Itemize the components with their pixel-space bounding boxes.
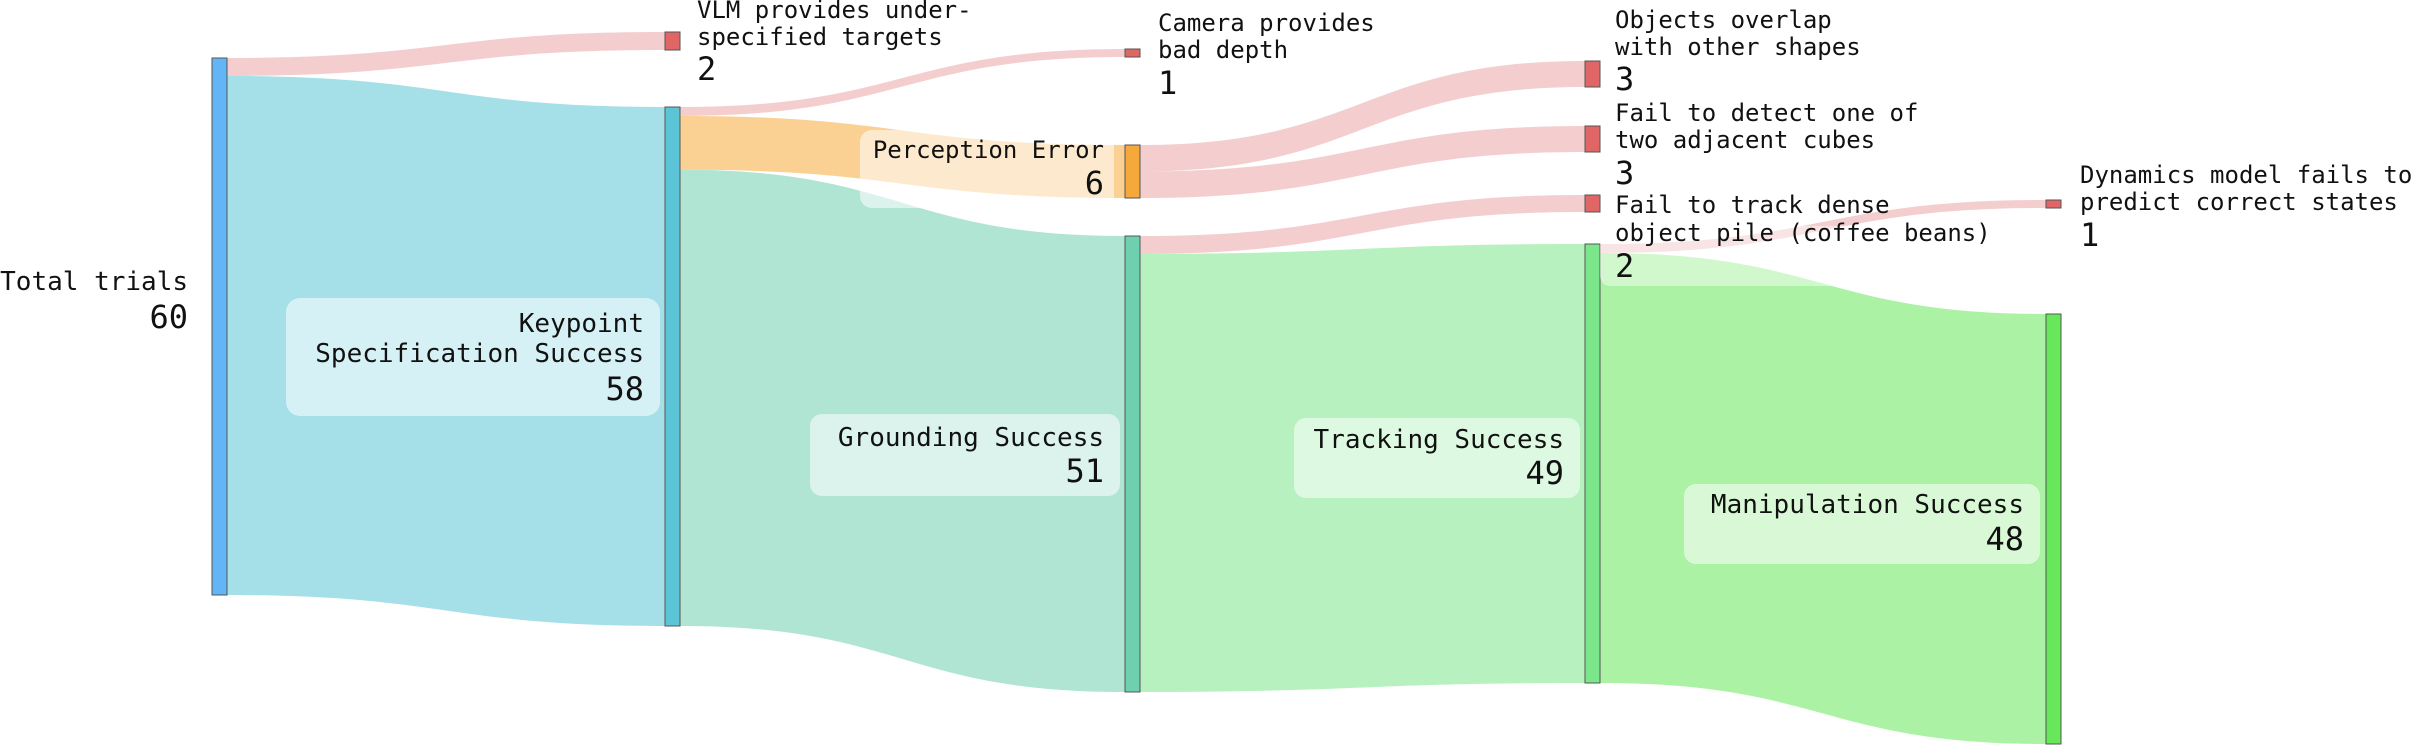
node-total bbox=[211, 57, 228, 596]
link-perception-to-adjacent bbox=[1140, 126, 1585, 198]
camera-label-line1: Camera provides bbox=[1158, 9, 1375, 37]
dense-label-line1: Fail to track dense bbox=[1615, 191, 1890, 219]
link-perception-to-overlap bbox=[1140, 61, 1585, 172]
overlap-label-line1: Objects overlap bbox=[1615, 6, 1832, 34]
node-dense bbox=[1584, 194, 1601, 213]
link-grounding-to-dense bbox=[1140, 195, 1585, 254]
node-keypoint bbox=[664, 106, 681, 627]
node-tracking bbox=[1584, 243, 1601, 684]
node-overlap bbox=[1584, 60, 1601, 88]
adjacent-value: 3 bbox=[1615, 154, 1634, 192]
tracking-label: Tracking Success bbox=[1314, 425, 1564, 455]
grounding-label-box bbox=[810, 414, 1120, 496]
overlap-label-line2: with other shapes bbox=[1615, 33, 1861, 61]
vlm-label-line1: VLM provides under- bbox=[697, 0, 972, 24]
sankey-nodes bbox=[211, 31, 2062, 745]
dynamics-label-line1: Dynamics model fails to bbox=[2080, 161, 2412, 189]
node-dynamics bbox=[2045, 199, 2062, 209]
link-total-to-vlm bbox=[227, 32, 665, 76]
manipulation-value: 48 bbox=[1985, 520, 2024, 558]
perception-value: 6 bbox=[1085, 164, 1104, 202]
dynamics-value: 1 bbox=[2080, 216, 2099, 254]
perception-label: Perception Error bbox=[873, 136, 1104, 164]
keypoint-label-line1: Keypoint bbox=[519, 309, 644, 339]
vlm-value: 2 bbox=[697, 50, 716, 88]
total-value: 60 bbox=[149, 298, 188, 336]
node-adjacent bbox=[1584, 125, 1601, 153]
overlap-value: 3 bbox=[1615, 60, 1634, 98]
node-perception bbox=[1124, 144, 1141, 199]
keypoint-label-line2: Specification Success bbox=[315, 339, 644, 369]
dense-value: 2 bbox=[1615, 247, 1634, 285]
node-manipulation bbox=[2045, 313, 2062, 745]
camera-label-line2: bad depth bbox=[1158, 36, 1288, 64]
link-tracking-to-dynamics bbox=[1600, 200, 2046, 253]
manipulation-label: Manipulation Success bbox=[1711, 490, 2024, 520]
tracking-value: 49 bbox=[1525, 454, 1564, 492]
tracking-label-box bbox=[1294, 418, 1580, 498]
dynamics-label-line2: predict correct states bbox=[2080, 188, 2398, 216]
manipulation-label-box bbox=[1684, 484, 2040, 564]
vlm-label-line2: specified targets bbox=[697, 23, 943, 51]
node-grounding bbox=[1124, 235, 1141, 693]
adjacent-label-line1: Fail to detect one of bbox=[1615, 99, 1918, 127]
link-keypoint-to-camera bbox=[680, 49, 1125, 116]
node-camera bbox=[1124, 48, 1141, 58]
total-label: Total trials bbox=[0, 267, 188, 297]
dense-label-box bbox=[1600, 226, 2000, 286]
node-vlm bbox=[664, 31, 681, 51]
grounding-value: 51 bbox=[1065, 452, 1104, 490]
keypoint-value: 58 bbox=[605, 370, 644, 408]
keypoint-label-box bbox=[286, 298, 660, 416]
adjacent-label-line2: two adjacent cubes bbox=[1615, 126, 1875, 154]
grounding-label: Grounding Success bbox=[838, 423, 1104, 453]
dense-label-line2: object pile (coffee beans) bbox=[1615, 219, 1991, 247]
camera-value: 1 bbox=[1158, 64, 1177, 102]
perception-label-box bbox=[860, 130, 1114, 208]
